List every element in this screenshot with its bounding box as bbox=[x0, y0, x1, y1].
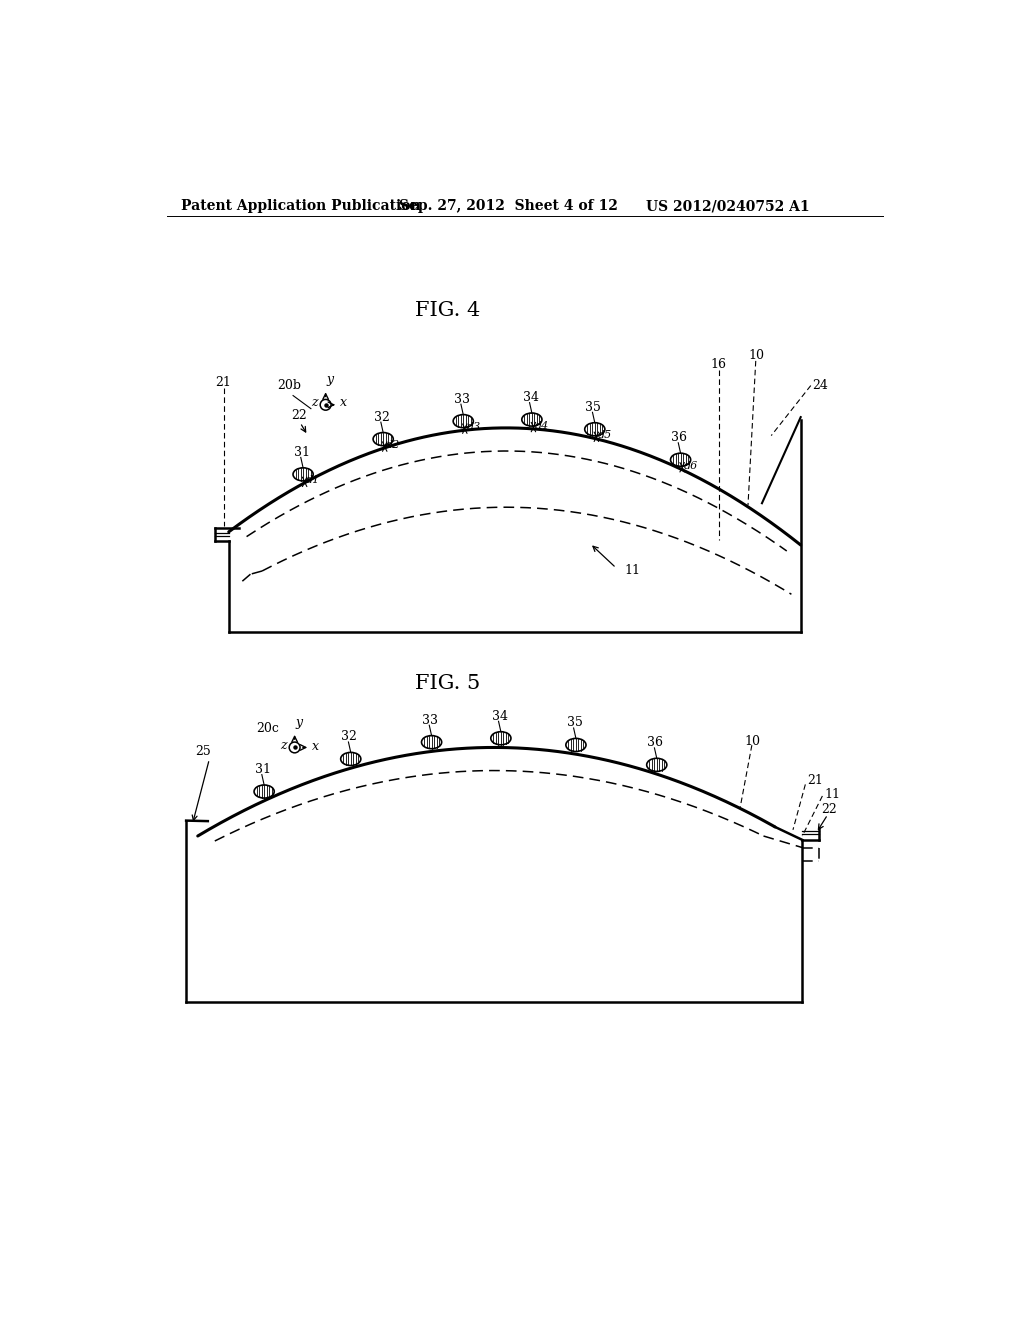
Text: d1: d1 bbox=[306, 475, 321, 486]
Text: 11: 11 bbox=[824, 788, 840, 800]
Text: FIG. 4: FIG. 4 bbox=[415, 301, 480, 319]
Text: 16: 16 bbox=[711, 358, 727, 371]
Text: y: y bbox=[295, 715, 302, 729]
Text: Sep. 27, 2012  Sheet 4 of 12: Sep. 27, 2012 Sheet 4 of 12 bbox=[399, 199, 618, 213]
Text: 32: 32 bbox=[374, 411, 390, 424]
Text: y: y bbox=[327, 374, 334, 387]
Text: z: z bbox=[311, 396, 317, 409]
Text: 33: 33 bbox=[454, 392, 470, 405]
Text: 33: 33 bbox=[422, 714, 438, 727]
Text: 36: 36 bbox=[647, 737, 664, 750]
Text: 34: 34 bbox=[522, 391, 539, 404]
Text: 25: 25 bbox=[196, 746, 211, 758]
Text: d4: d4 bbox=[535, 421, 549, 430]
Text: 24: 24 bbox=[812, 379, 828, 392]
Text: US 2012/0240752 A1: US 2012/0240752 A1 bbox=[646, 199, 809, 213]
Text: x: x bbox=[340, 396, 346, 409]
Text: 20c: 20c bbox=[256, 722, 279, 735]
Text: 10: 10 bbox=[744, 735, 760, 748]
Text: 22: 22 bbox=[291, 409, 306, 421]
Text: x: x bbox=[311, 739, 318, 752]
Text: 10: 10 bbox=[748, 348, 764, 362]
Text: d2: d2 bbox=[386, 440, 400, 450]
Text: 20b: 20b bbox=[278, 379, 302, 392]
Text: 34: 34 bbox=[492, 710, 508, 723]
Text: 31: 31 bbox=[255, 763, 271, 776]
Text: d5: d5 bbox=[598, 430, 612, 441]
Text: 32: 32 bbox=[341, 730, 357, 743]
Text: 22: 22 bbox=[821, 803, 838, 816]
Text: z: z bbox=[280, 739, 287, 752]
Text: 21: 21 bbox=[807, 774, 822, 787]
Text: 31: 31 bbox=[294, 446, 310, 459]
Text: 35: 35 bbox=[586, 401, 601, 413]
Text: 11: 11 bbox=[624, 564, 640, 577]
Text: 21: 21 bbox=[215, 376, 230, 388]
Text: 36: 36 bbox=[672, 432, 687, 445]
Text: 35: 35 bbox=[566, 717, 583, 730]
Text: Patent Application Publication: Patent Application Publication bbox=[180, 199, 420, 213]
Text: d3: d3 bbox=[466, 422, 480, 432]
Text: d6: d6 bbox=[684, 461, 698, 471]
Text: FIG. 5: FIG. 5 bbox=[415, 675, 480, 693]
